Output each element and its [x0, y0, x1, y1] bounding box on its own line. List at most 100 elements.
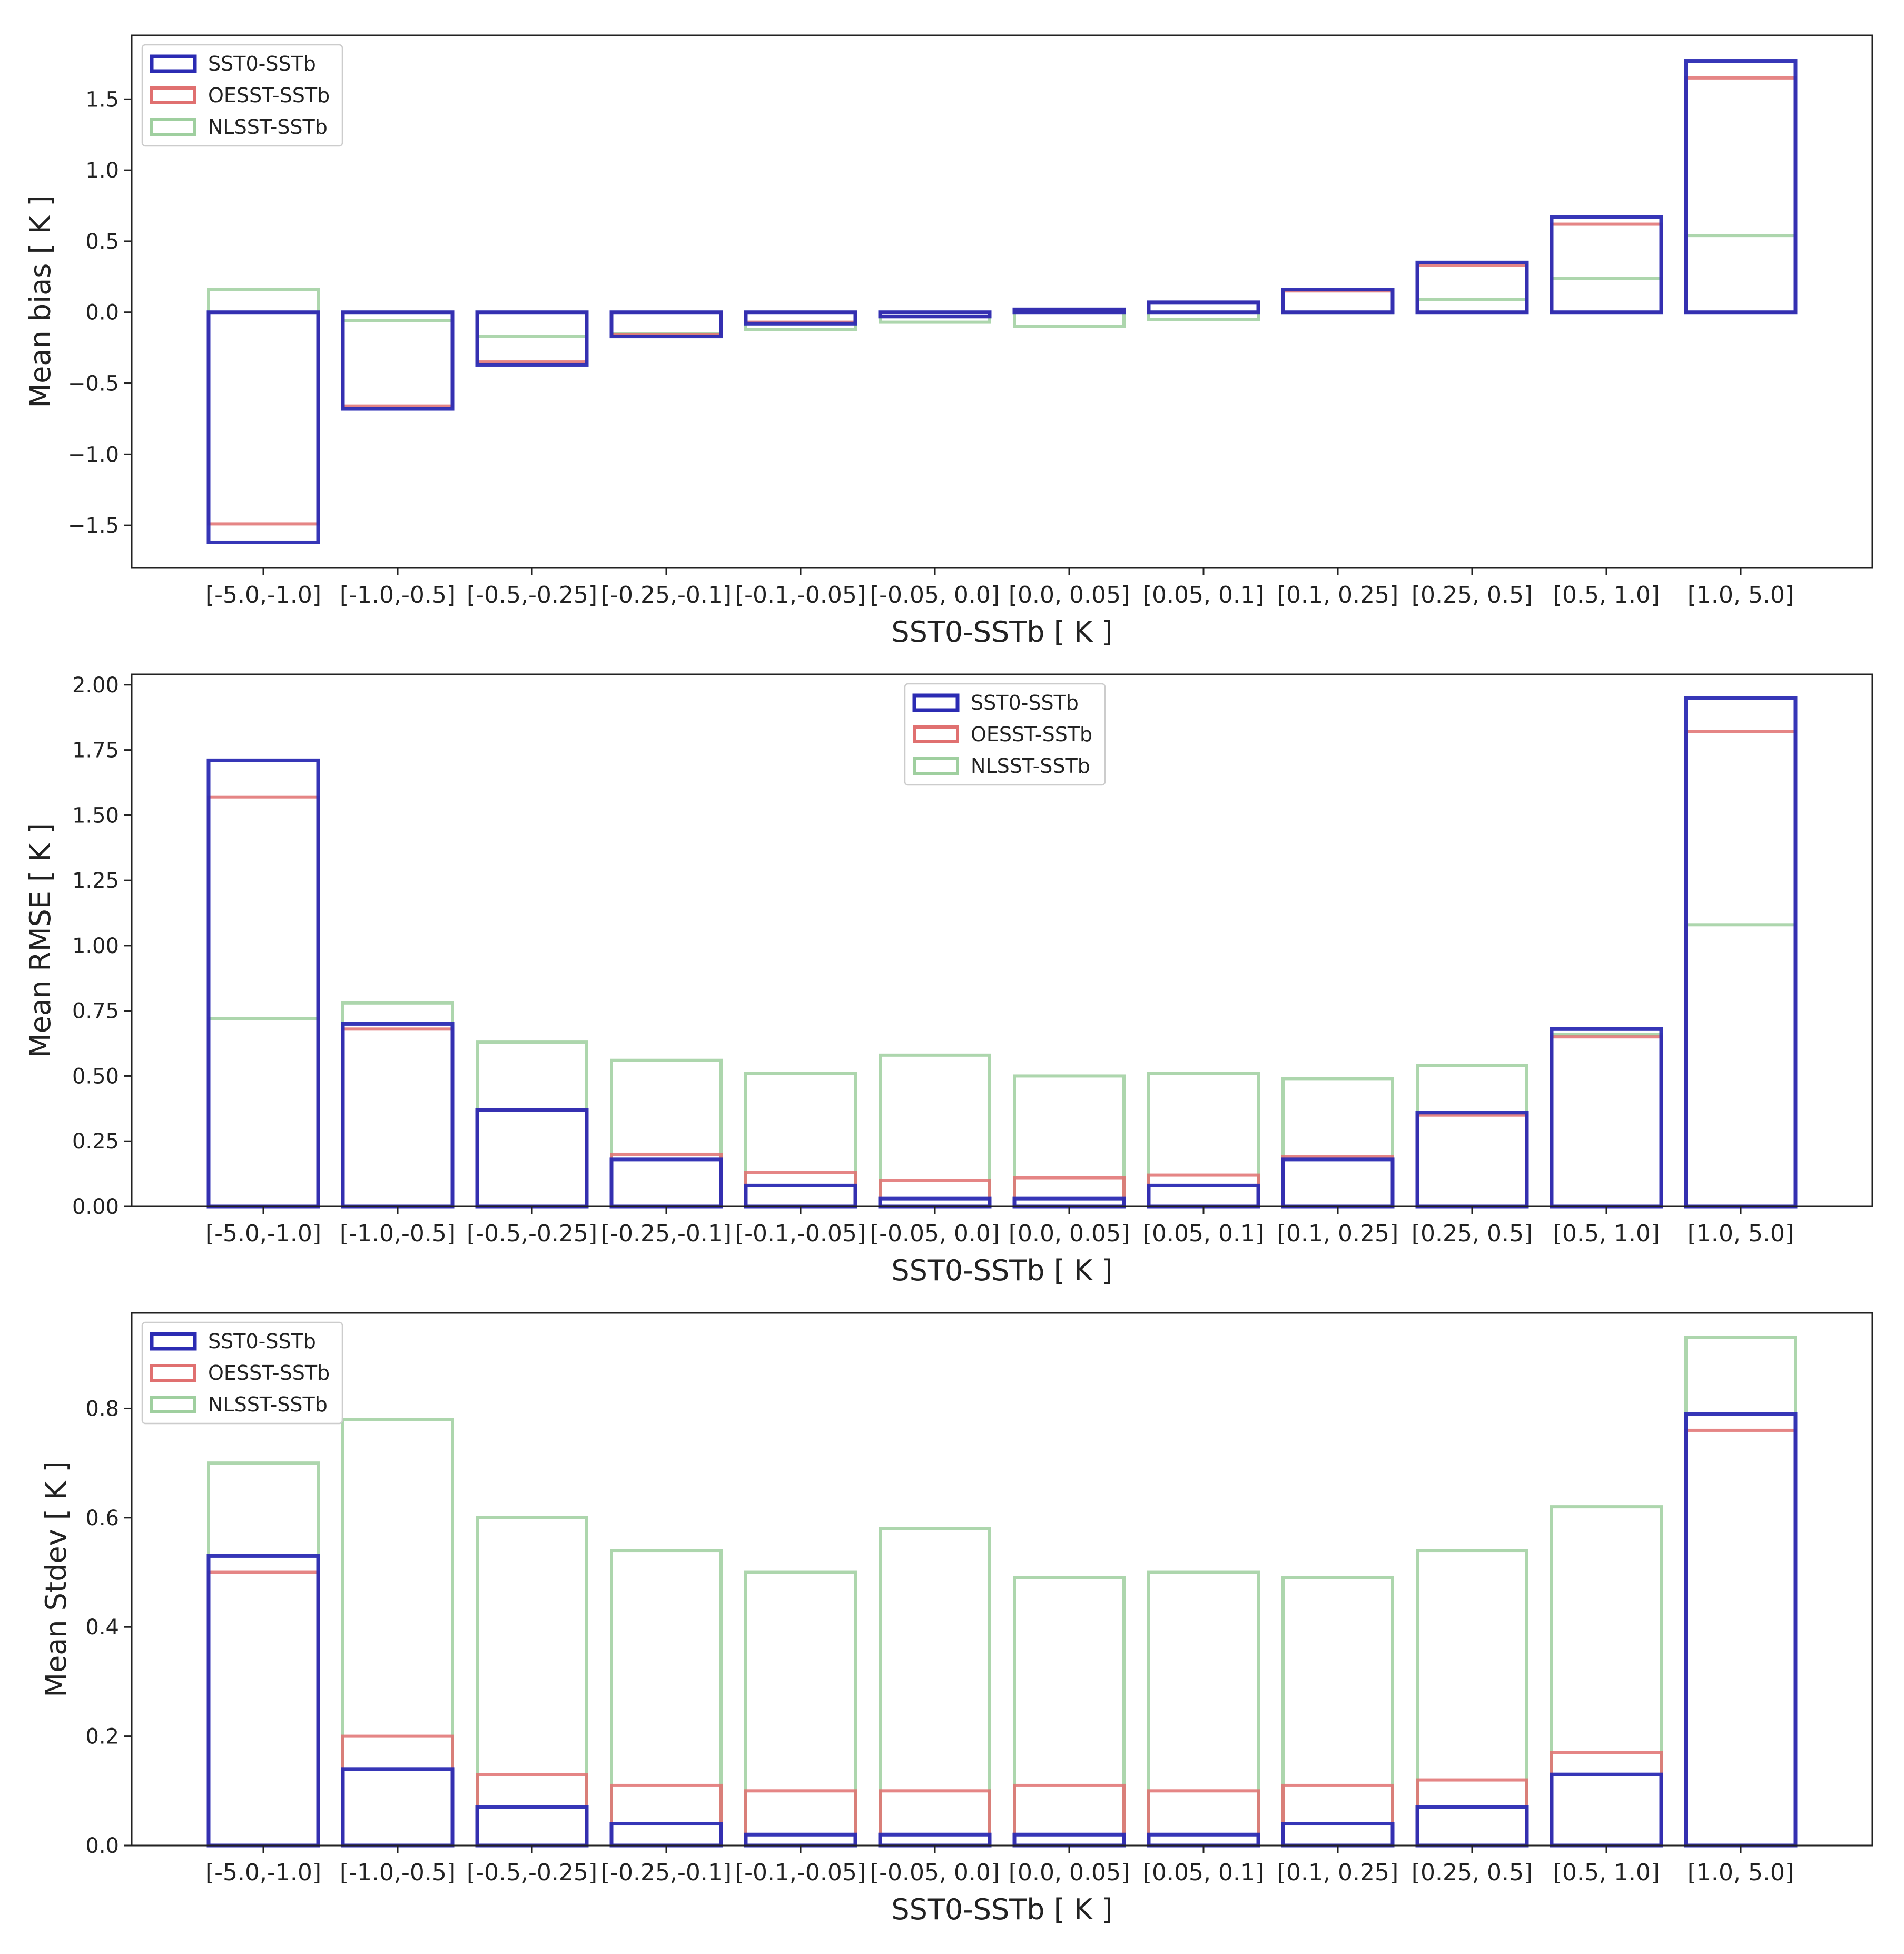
x-axis-label: SST0-SSTb [ K ]: [891, 615, 1112, 649]
legend-label: NLSST-SSTb: [971, 754, 1090, 778]
legend-label: NLSST-SSTb: [208, 1393, 328, 1416]
bar-oesst-sstb-7: [1013, 1176, 1126, 1209]
legend-swatch: [150, 54, 197, 73]
bar-sst0-sstb-8: [1147, 1832, 1260, 1848]
bar-oesst-sstb-5: [744, 1789, 857, 1847]
bar-oesst-sstb-2: [341, 1734, 454, 1848]
legend-label: SST0-SSTb: [971, 691, 1079, 714]
x-tick-label: [-0.05, 0.0]: [870, 582, 1000, 608]
bar-sst0-sstb-6: [878, 1196, 992, 1209]
x-tick-label: [-0.25,-0.1]: [601, 582, 732, 608]
x-tick-label: [-0.5,-0.25]: [467, 1220, 597, 1247]
bar-sst0-sstb-2: [341, 1767, 455, 1848]
bar-sst0-sstb-3: [475, 310, 589, 367]
bar-oesst-sstb-9: [1281, 289, 1394, 314]
bar-nlsst-sstb-4: [610, 1058, 723, 1209]
y-tick-label: 1.50: [72, 803, 119, 828]
bar-oesst-sstb-4: [610, 1152, 723, 1209]
x-tick-label: [-1.0,-0.5]: [340, 1220, 456, 1247]
y-tick-label: 1.75: [72, 739, 119, 763]
x-tick-label: [-0.05, 0.0]: [870, 1220, 1000, 1247]
x-tick-label: [1.0, 5.0]: [1688, 1859, 1794, 1886]
y-tick-label: −1.5: [68, 514, 119, 538]
bar-nlsst-sstb-6: [879, 1053, 991, 1208]
bar-nlsst-sstb-10: [1416, 1064, 1528, 1209]
y-axis-label: Mean bias [ K ]: [24, 195, 57, 408]
bar-sst0-sstb-12: [1684, 696, 1798, 1209]
bar-nlsst-sstb-2: [341, 1001, 454, 1208]
x-tick-label: [-5.0,-1.0]: [205, 1220, 321, 1247]
bar-oesst-sstb-9: [1281, 1155, 1394, 1209]
bar-oesst-sstb-12: [1684, 76, 1797, 314]
x-tick-label: [0.0, 0.05]: [1009, 1220, 1130, 1247]
bar-oesst-sstb-8: [1147, 1789, 1260, 1847]
bar-sst0-sstb-11: [1550, 1027, 1663, 1209]
x-tick-label: [0.05, 0.1]: [1143, 1220, 1264, 1247]
x-tick-label: [-0.5,-0.25]: [467, 582, 597, 608]
bar-nlsst-sstb-7: [1013, 1074, 1126, 1208]
chart-panel-1: −1.5 −1.0 −0.5 0.0 0.5 1.0 1.5 [-5.0,-1.0] [-1.0…: [24, 34, 1873, 649]
y-tick-label: 1.00: [72, 934, 119, 958]
legend-swatch: [150, 118, 196, 136]
y-tick-label: 0.00: [72, 1195, 119, 1219]
bar-oesst-sstb-1: [207, 795, 320, 1208]
bar-oesst-sstb-10: [1416, 263, 1528, 314]
x-tick-label: [0.1, 0.25]: [1277, 1859, 1398, 1886]
bar-oesst-sstb-6: [879, 1789, 991, 1847]
bar-sst0-sstb-9: [1281, 1157, 1395, 1209]
bar-oesst-sstb-4: [610, 1783, 723, 1848]
bar-sst0-sstb-4: [609, 310, 723, 339]
x-axis-label: SST0-SSTb [ K ]: [891, 1893, 1112, 1926]
bar-nlsst-sstb-4: [610, 1549, 723, 1847]
x-axis-label: SST0-SSTb [ K ]: [891, 1254, 1112, 1287]
bar-oesst-sstb-10: [1416, 1778, 1528, 1848]
bar-nlsst-sstb-11: [1550, 1033, 1663, 1209]
y-tick-label: 0.25: [72, 1130, 119, 1154]
axes-frame: [131, 34, 1873, 569]
chart-panel-3: 0.0 0.2 0.4 0.6 0.8 [-5.0,-1.0] [-1.0,-0.5] [-0…: [40, 1312, 1873, 1926]
legend: SST0-SSTb OESST-SSTb NLSST-SSTb: [141, 44, 343, 147]
x-tick-label: [-0.1,-0.05]: [735, 1220, 866, 1247]
y-axis-label: Mean Stdev [ K ]: [40, 1461, 73, 1697]
bar-sst0-sstb-2: [341, 1022, 455, 1209]
bar-oesst-sstb-3: [476, 1773, 588, 1847]
bar-oesst-sstb-8: [1147, 1173, 1260, 1208]
legend-swatch: [150, 1396, 196, 1413]
bar-sst0-sstb-7: [1012, 1832, 1126, 1848]
y-tick-label: 0.4: [85, 1615, 119, 1639]
legend-label: SST0-SSTb: [208, 1330, 316, 1353]
legend-label: NLSST-SSTb: [208, 115, 328, 139]
bar-sst0-sstb-3: [475, 1108, 589, 1209]
y-tick-label: −0.5: [68, 372, 119, 396]
bar-nlsst-sstb-10: [1416, 298, 1528, 314]
legend-label: OESST-SSTb: [208, 84, 330, 107]
bar-oesst-sstb-3: [476, 1108, 588, 1208]
bar-nlsst-sstb-11: [1550, 1505, 1663, 1847]
bar-oesst-sstb-12: [1684, 730, 1797, 1208]
bar-nlsst-sstb-3: [476, 310, 588, 338]
y-tick-label: 0.75: [72, 999, 119, 1024]
x-tick-label: [0.05, 0.1]: [1143, 1859, 1264, 1886]
bar-oesst-sstb-2: [341, 310, 454, 408]
bar-oesst-sstb-4: [610, 310, 723, 337]
x-tick-label: [-0.25,-0.1]: [601, 1859, 732, 1886]
bar-nlsst-sstb-6: [879, 1527, 991, 1848]
bar-sst0-sstb-11: [1550, 215, 1663, 315]
x-tick-label: [-0.1,-0.05]: [735, 582, 866, 608]
bar-oesst-sstb-11: [1550, 1035, 1663, 1208]
legend-swatch: [150, 1332, 197, 1351]
bar-sst0-sstb-7: [1012, 1196, 1126, 1209]
bar-sst0-sstb-1: [206, 310, 320, 544]
bar-nlsst-sstb-3: [476, 1516, 588, 1848]
bar-sst0-sstb-10: [1415, 260, 1529, 315]
bar-oesst-sstb-1: [207, 1570, 320, 1848]
x-tick-label: [0.5, 1.0]: [1553, 1220, 1660, 1247]
bar-nlsst-sstb-9: [1281, 1576, 1394, 1848]
y-tick-label: 1.25: [72, 869, 119, 893]
x-tick-label: [0.1, 0.25]: [1277, 1220, 1398, 1247]
bar-nlsst-sstb-1: [207, 288, 320, 314]
y-tick-label: 0.6: [85, 1506, 119, 1530]
x-tick-label: [0.5, 1.0]: [1553, 582, 1660, 608]
bar-oesst-sstb-1: [207, 310, 320, 526]
bar-sst0-sstb-5: [744, 1832, 857, 1848]
